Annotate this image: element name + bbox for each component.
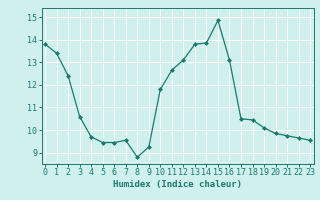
- X-axis label: Humidex (Indice chaleur): Humidex (Indice chaleur): [113, 180, 242, 189]
